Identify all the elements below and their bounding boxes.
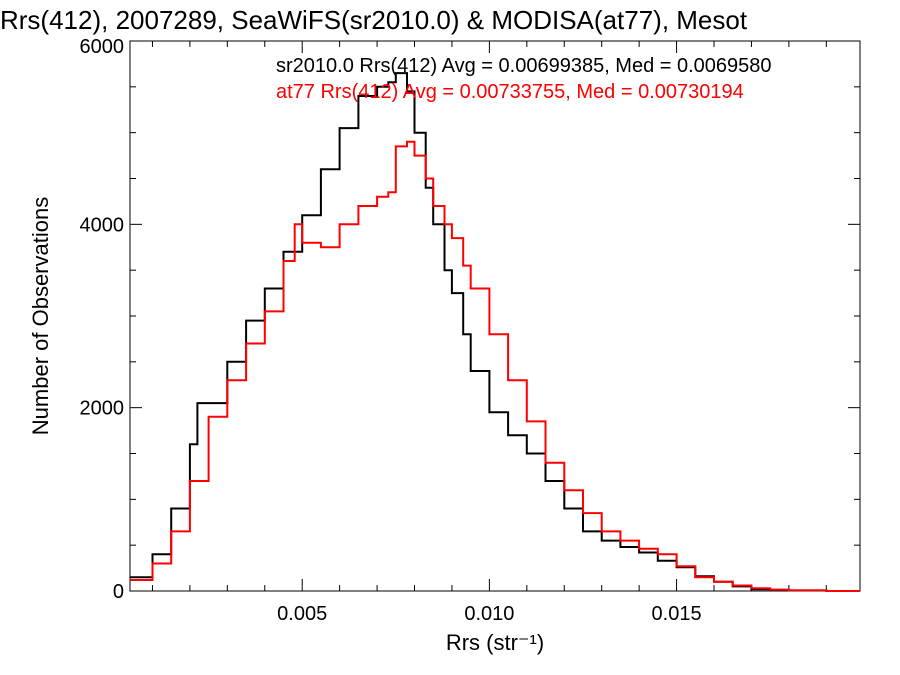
y-tick-label: 2000 (80, 398, 125, 420)
x-axis-label: Rrs (str⁻¹) (446, 630, 544, 655)
series-group (130, 72, 860, 592)
y-axis-label: Number of Observations (28, 197, 53, 435)
plot-frame (129, 40, 861, 592)
plot-area (129, 40, 861, 592)
legend-entry-1: at77 Rrs(412) Avg = 0.00733755, Med = 0.… (276, 81, 744, 103)
x-tick-label: 0.010 (464, 603, 514, 625)
y-tick-label: 4000 (80, 214, 125, 236)
legend: sr2010.0 Rrs(412) Avg = 0.00699385, Med … (276, 55, 772, 103)
x-tick-labels: 0.005 0.010 0.015 (277, 603, 701, 625)
series-line-0 (130, 72, 860, 592)
legend-entry-0: sr2010.0 Rrs(412) Avg = 0.00699385, Med … (276, 55, 772, 77)
series-line-1 (130, 140, 860, 592)
axis-ticks (130, 40, 860, 592)
x-tick-label: 0.005 (277, 603, 327, 625)
x-tick-label: 0.015 (652, 603, 702, 625)
chart-title: Rrs(412), 2007289, SeaWiFS(sr2010.0) & M… (0, 5, 748, 35)
y-tick-label: 0 (113, 581, 124, 603)
y-tick-label: 6000 (80, 36, 125, 58)
y-tick-labels: 0 2000 4000 6000 (80, 36, 125, 603)
